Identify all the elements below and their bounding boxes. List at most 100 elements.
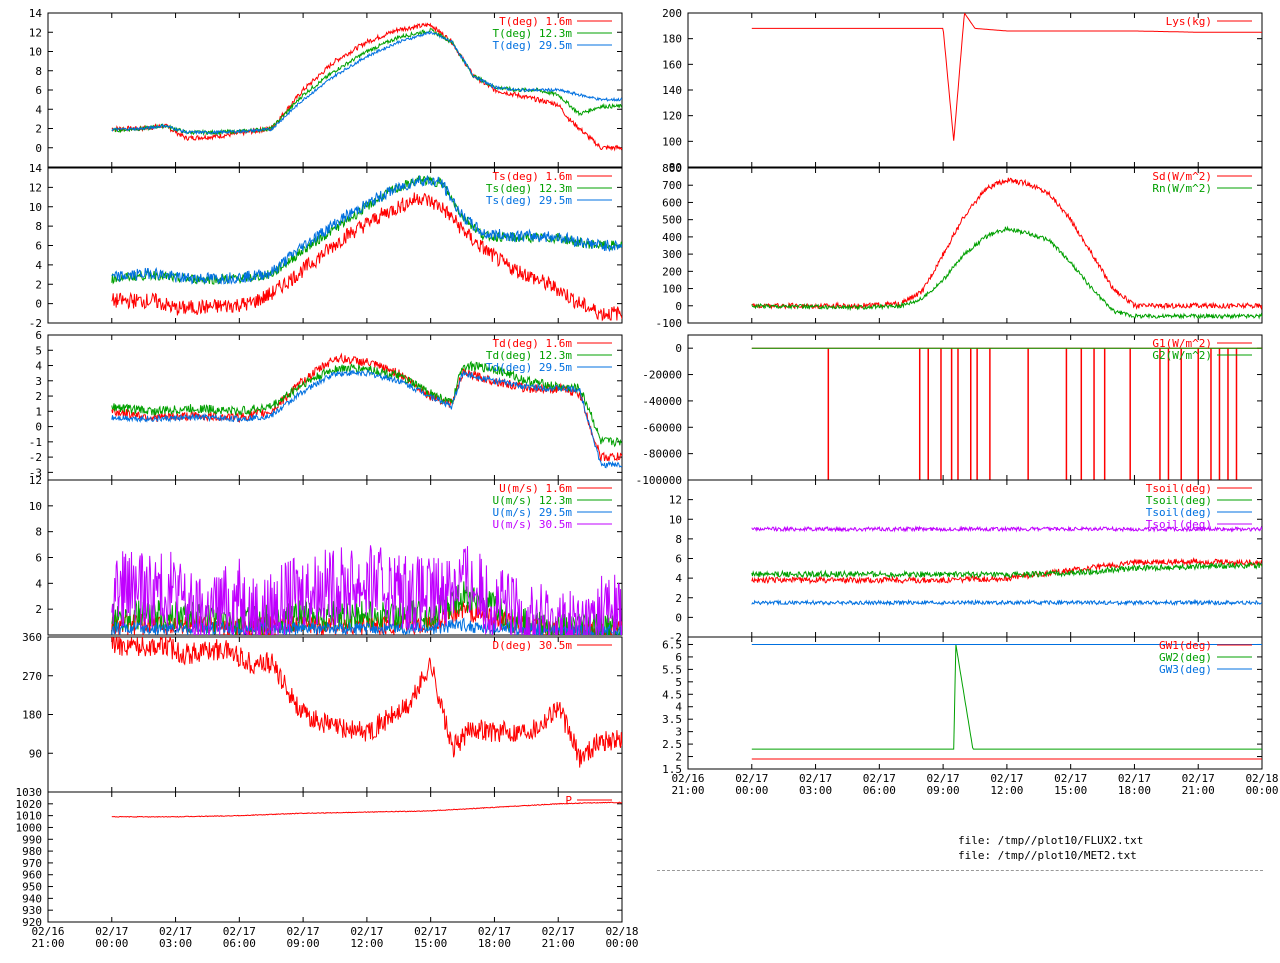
y-tick-label: 1020 — [16, 798, 43, 811]
x-tick-label: 02/17 — [1118, 772, 1151, 785]
y-tick-label: 6 — [675, 651, 682, 664]
legend-label: Tsoil(deg) — [1146, 482, 1212, 495]
y-tick-label: 920 — [22, 916, 42, 929]
y-tick-label: 100 — [662, 283, 682, 296]
panel-frame — [687, 167, 1263, 324]
x-tick-label: 03:00 — [799, 784, 832, 797]
panel-T: 14 12 10 8 6 4 2 0 T(deg) 1.6mT(deg) 12.3mT(deg)… — [29, 7, 623, 168]
series-line-Ts-0 — [111, 192, 622, 322]
y-tick-label: 360 — [22, 631, 42, 644]
y-tick-label: 120 — [662, 110, 682, 123]
y-tick-label: 2 — [35, 278, 42, 291]
x-tick-label: 02/16 — [31, 925, 64, 938]
legend-label: U(m/s) 12.3m — [493, 494, 573, 507]
y-tick-label: 8 — [675, 533, 682, 546]
legend-label: Ts(deg) 12.3m — [486, 182, 572, 195]
y-tick-label: 8 — [35, 526, 42, 539]
x-tick-label: 09:00 — [927, 784, 960, 797]
y-tick-label: 3 — [675, 726, 682, 739]
x-tick-label: 02/18 — [1245, 772, 1278, 785]
y-tick-label: 2 — [35, 603, 42, 616]
legend-label: Td(deg) 29.5m — [486, 361, 572, 374]
series-line-Td-0 — [111, 352, 622, 462]
x-tick-label: 02/17 — [414, 925, 447, 938]
series-line-U-3 — [111, 545, 622, 635]
y-tick-label: 940 — [22, 892, 42, 905]
y-tick-label: 0 — [35, 298, 42, 311]
y-tick-label: -100 — [656, 317, 683, 330]
x-tick-label: 06:00 — [223, 937, 256, 950]
y-tick-label: 12 — [29, 26, 42, 39]
legend-label: Sd(W/m^2) — [1152, 170, 1212, 183]
legend-label: Tsoil(deg) — [1146, 518, 1212, 531]
y-tick-label: 4 — [35, 259, 42, 272]
y-tick-label: 1030 — [16, 786, 43, 799]
series-line-Ts-1 — [111, 175, 622, 286]
y-tick-label: 2 — [35, 390, 42, 403]
x-tick-label: 02/17 — [287, 925, 320, 938]
y-tick-label: 1000 — [16, 821, 43, 834]
y-tick-label: 970 — [22, 857, 42, 870]
y-tick-label: -60000 — [642, 421, 682, 434]
y-tick-label: 12 — [669, 494, 682, 507]
series-line-Ts-2 — [111, 174, 622, 285]
series-line-Lys-0 — [751, 13, 1262, 141]
y-tick-label: 160 — [662, 58, 682, 71]
legend-label: G1(W/m^2) — [1152, 337, 1212, 350]
panel-Tsoil: 121086420-2Tsoil(deg)Tsoil(deg)Tsoil(deg… — [669, 479, 1263, 644]
panel-frame — [47, 636, 623, 793]
y-tick-label: 2 — [675, 592, 682, 605]
legend-label: U(m/s) 29.5m — [493, 506, 573, 519]
x-tick-label: 06:00 — [863, 784, 896, 797]
legend-label: U(m/s) 1.6m — [499, 482, 572, 495]
y-tick-label: 950 — [22, 881, 42, 894]
legend-label: D(deg) 30.5m — [493, 639, 573, 652]
y-tick-label: 200 — [662, 7, 682, 20]
legend-label: T(deg) 1.6m — [499, 15, 572, 28]
legend-label: GW3(deg) — [1159, 663, 1212, 676]
x-tick-label: 02/17 — [350, 925, 383, 938]
x-tick-label: 00:00 — [605, 937, 638, 950]
y-tick-label: 2 — [35, 123, 42, 136]
legend-label: Lys(kg) — [1166, 15, 1212, 28]
series-line-Tsoil-0 — [751, 557, 1262, 585]
y-tick-label: 3 — [35, 375, 42, 388]
x-tick-label: 02/17 — [863, 772, 896, 785]
series-line-Sd_Rn-1 — [751, 225, 1262, 320]
y-tick-label: 80 — [669, 161, 682, 174]
y-tick-label: 100 — [662, 135, 682, 148]
y-tick-label: 6 — [35, 552, 42, 565]
y-tick-label: 90 — [29, 747, 42, 760]
x-tick-label: 00:00 — [1245, 784, 1278, 797]
x-tick-label: 02/18 — [605, 925, 638, 938]
y-tick-label: 4 — [675, 572, 682, 585]
y-tick-label: 1 — [35, 405, 42, 418]
x-tick-label: 18:00 — [478, 937, 511, 950]
x-tick-label: 02/17 — [159, 925, 192, 938]
y-tick-label: -3 — [29, 466, 42, 479]
legend-label: Ts(deg) 29.5m — [486, 194, 572, 207]
y-tick-label: 930 — [22, 904, 42, 917]
y-tick-label: 6 — [35, 240, 42, 253]
x-tick-label: 21:00 — [542, 937, 575, 950]
panel-frame — [47, 791, 623, 923]
x-tick-label: 02/17 — [927, 772, 960, 785]
x-tick-label: 00:00 — [735, 784, 768, 797]
x-tick-label: 09:00 — [287, 937, 320, 950]
x-tick-label: 02/17 — [478, 925, 511, 938]
series-line-Td-2 — [111, 369, 622, 469]
y-tick-label: 0 — [35, 142, 42, 155]
x-tick-label: 00:00 — [95, 937, 128, 950]
legend-label: GW2(deg) — [1159, 651, 1212, 664]
y-tick-label: -1 — [29, 436, 42, 449]
y-tick-label: 14 — [29, 162, 43, 175]
series-line-P-0 — [111, 801, 622, 818]
y-tick-label: 0 — [675, 611, 682, 624]
y-tick-label: 4 — [675, 701, 682, 714]
y-tick-label: 180 — [22, 709, 42, 722]
y-tick-label: 300 — [662, 248, 682, 261]
panel-Sd_Rn: 800 700 600 500 400 300 200 100 0 -100 Sd(W/m^2)Rn… — [656, 162, 1263, 330]
y-tick-label: 140 — [662, 84, 682, 97]
